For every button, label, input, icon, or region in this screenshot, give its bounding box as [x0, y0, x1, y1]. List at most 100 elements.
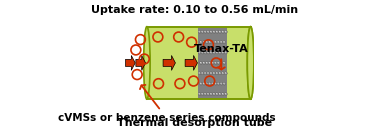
- Ellipse shape: [217, 62, 220, 65]
- Ellipse shape: [201, 93, 204, 96]
- Ellipse shape: [215, 62, 216, 63]
- Ellipse shape: [198, 93, 201, 95]
- Ellipse shape: [204, 72, 206, 73]
- FancyArrow shape: [185, 55, 197, 70]
- Ellipse shape: [207, 52, 208, 53]
- Ellipse shape: [222, 72, 225, 75]
- Ellipse shape: [213, 93, 215, 95]
- Ellipse shape: [207, 93, 208, 94]
- Ellipse shape: [225, 72, 226, 73]
- Ellipse shape: [217, 82, 220, 85]
- Ellipse shape: [201, 72, 204, 75]
- Ellipse shape: [209, 62, 210, 63]
- Ellipse shape: [203, 41, 205, 44]
- Ellipse shape: [222, 51, 225, 54]
- Ellipse shape: [198, 51, 201, 54]
- Ellipse shape: [204, 93, 206, 94]
- Ellipse shape: [212, 62, 213, 63]
- Ellipse shape: [212, 41, 213, 42]
- Ellipse shape: [216, 31, 217, 32]
- Ellipse shape: [198, 72, 201, 75]
- Ellipse shape: [213, 51, 215, 54]
- Ellipse shape: [207, 72, 210, 75]
- Ellipse shape: [223, 62, 225, 63]
- Ellipse shape: [207, 30, 210, 33]
- Ellipse shape: [204, 72, 207, 75]
- Ellipse shape: [198, 51, 201, 54]
- Ellipse shape: [200, 82, 203, 85]
- Ellipse shape: [223, 41, 225, 42]
- Ellipse shape: [213, 93, 214, 94]
- Ellipse shape: [210, 93, 213, 96]
- Ellipse shape: [214, 41, 217, 44]
- Ellipse shape: [219, 51, 222, 54]
- Bar: [147, 27, 251, 99]
- Ellipse shape: [247, 27, 254, 99]
- Ellipse shape: [216, 52, 217, 53]
- Ellipse shape: [223, 41, 226, 44]
- FancyArrow shape: [136, 55, 146, 70]
- Ellipse shape: [201, 31, 204, 33]
- Ellipse shape: [210, 72, 213, 75]
- Ellipse shape: [223, 62, 226, 65]
- Ellipse shape: [203, 41, 206, 44]
- Ellipse shape: [220, 62, 223, 65]
- Ellipse shape: [220, 62, 223, 64]
- Ellipse shape: [222, 52, 223, 53]
- Ellipse shape: [211, 41, 214, 44]
- Ellipse shape: [201, 51, 204, 54]
- Ellipse shape: [218, 72, 222, 75]
- Ellipse shape: [216, 31, 219, 33]
- Ellipse shape: [210, 51, 213, 54]
- Ellipse shape: [217, 41, 220, 44]
- Ellipse shape: [220, 62, 222, 63]
- Ellipse shape: [214, 82, 217, 85]
- Ellipse shape: [225, 31, 226, 32]
- Ellipse shape: [198, 31, 201, 33]
- Ellipse shape: [198, 93, 201, 96]
- Ellipse shape: [206, 62, 207, 63]
- Ellipse shape: [205, 41, 208, 44]
- Ellipse shape: [207, 72, 210, 75]
- Ellipse shape: [207, 31, 208, 32]
- Ellipse shape: [217, 83, 218, 84]
- Ellipse shape: [225, 31, 228, 33]
- Ellipse shape: [198, 72, 200, 73]
- Ellipse shape: [215, 93, 218, 95]
- Ellipse shape: [200, 62, 201, 63]
- Ellipse shape: [204, 31, 207, 33]
- Ellipse shape: [214, 62, 217, 65]
- Ellipse shape: [213, 30, 215, 33]
- Ellipse shape: [211, 41, 214, 44]
- Ellipse shape: [207, 51, 210, 54]
- Ellipse shape: [223, 62, 226, 64]
- Ellipse shape: [200, 41, 201, 42]
- Ellipse shape: [207, 72, 208, 73]
- Ellipse shape: [218, 93, 222, 95]
- Ellipse shape: [205, 62, 208, 64]
- Ellipse shape: [213, 31, 214, 32]
- Ellipse shape: [204, 93, 207, 95]
- Ellipse shape: [222, 72, 223, 73]
- Ellipse shape: [208, 82, 211, 85]
- Ellipse shape: [203, 82, 205, 85]
- Ellipse shape: [210, 72, 211, 73]
- Ellipse shape: [217, 41, 218, 42]
- Text: Tenax-TA: Tenax-TA: [194, 44, 249, 69]
- Ellipse shape: [215, 51, 218, 54]
- Ellipse shape: [200, 41, 203, 44]
- Ellipse shape: [198, 52, 200, 53]
- Ellipse shape: [201, 31, 203, 32]
- Ellipse shape: [207, 51, 210, 54]
- Ellipse shape: [201, 72, 204, 75]
- Ellipse shape: [222, 93, 224, 95]
- Ellipse shape: [225, 93, 227, 95]
- Ellipse shape: [213, 72, 214, 73]
- Ellipse shape: [216, 72, 217, 73]
- FancyArrow shape: [125, 55, 135, 70]
- Ellipse shape: [200, 83, 201, 84]
- Ellipse shape: [206, 41, 207, 42]
- FancyArrow shape: [163, 55, 175, 70]
- Ellipse shape: [220, 41, 223, 44]
- Ellipse shape: [204, 30, 207, 33]
